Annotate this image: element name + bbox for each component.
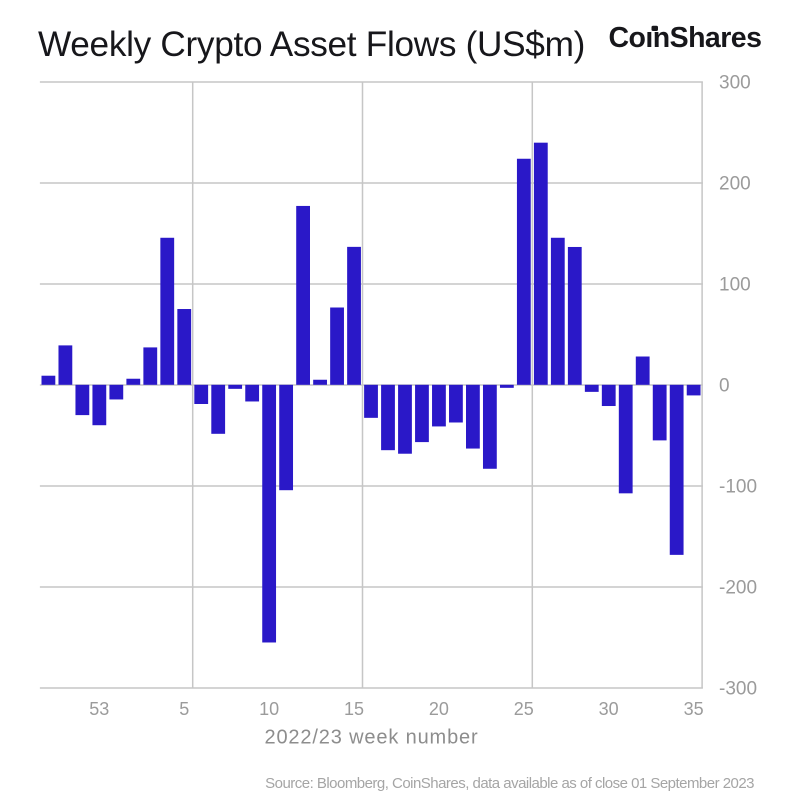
svg-text:25: 25 [514,699,534,719]
svg-text:35: 35 [684,699,704,719]
svg-text:2022/23 week number: 2022/23 week number [264,727,478,749]
svg-text:30: 30 [599,699,619,719]
svg-text:20: 20 [429,699,449,719]
svg-text:-100: -100 [719,477,757,498]
svg-text:10: 10 [259,699,279,719]
svg-text:Weekly Crypto Asset Flows (US$: Weekly Crypto Asset Flows (US$m) [38,25,585,64]
svg-text:Source: Bloomberg, CoinShares,: Source: Bloomberg, CoinShares, data avai… [265,775,754,792]
svg-text:15: 15 [344,699,364,719]
svg-text:0: 0 [719,376,730,397]
svg-text:53: 53 [89,699,109,719]
svg-text:CoınShares: CoınShares [609,22,762,54]
svg-text:100: 100 [719,275,751,296]
svg-text:5: 5 [179,699,189,719]
svg-text:-300: -300 [719,679,757,700]
svg-text:300: 300 [719,73,751,94]
svg-text:200: 200 [719,174,751,195]
svg-text:-200: -200 [719,578,757,599]
